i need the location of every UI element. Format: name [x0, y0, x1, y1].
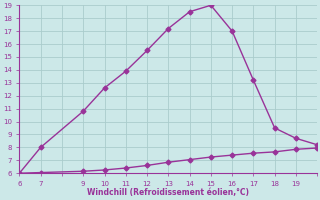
X-axis label: Windchill (Refroidissement éolien,°C): Windchill (Refroidissement éolien,°C) [87, 188, 249, 197]
